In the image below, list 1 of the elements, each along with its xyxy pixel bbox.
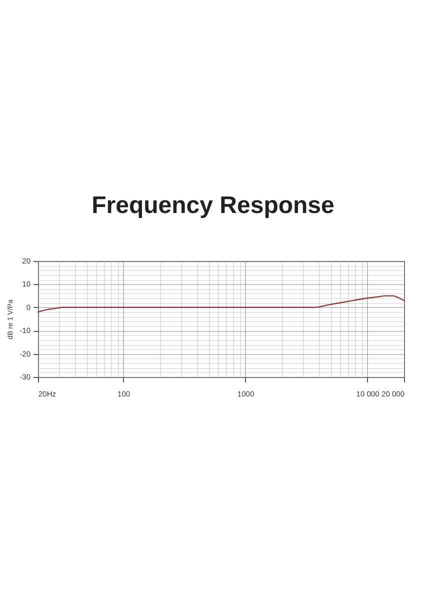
chart-title: Frequency Response: [92, 192, 334, 219]
